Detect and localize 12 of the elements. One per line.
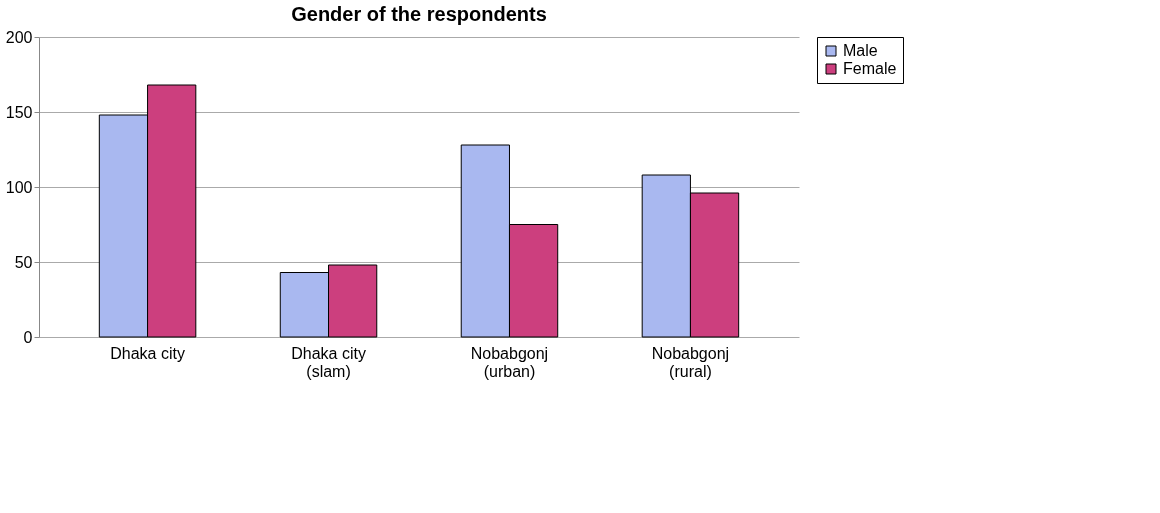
y-tick-label: 0 — [23, 328, 33, 346]
x-tick-label: Nobabgonj (urban) — [470, 344, 549, 380]
chart-title: Gender of the respondents — [291, 3, 547, 25]
y-tick-label: 50 — [14, 253, 33, 271]
y-tick-label: 200 — [5, 28, 33, 46]
y-tick-label: 150 — [5, 103, 33, 121]
x-tick-label: Dhaka city (slam) — [291, 344, 366, 380]
legend-label: Male — [843, 42, 878, 59]
x-tick-label: Dhaka city — [110, 344, 185, 362]
legend-label: Female — [843, 60, 897, 77]
y-tick-label: 100 — [5, 178, 33, 196]
x-tick-label: Nobabgonj (rural) — [651, 344, 730, 380]
